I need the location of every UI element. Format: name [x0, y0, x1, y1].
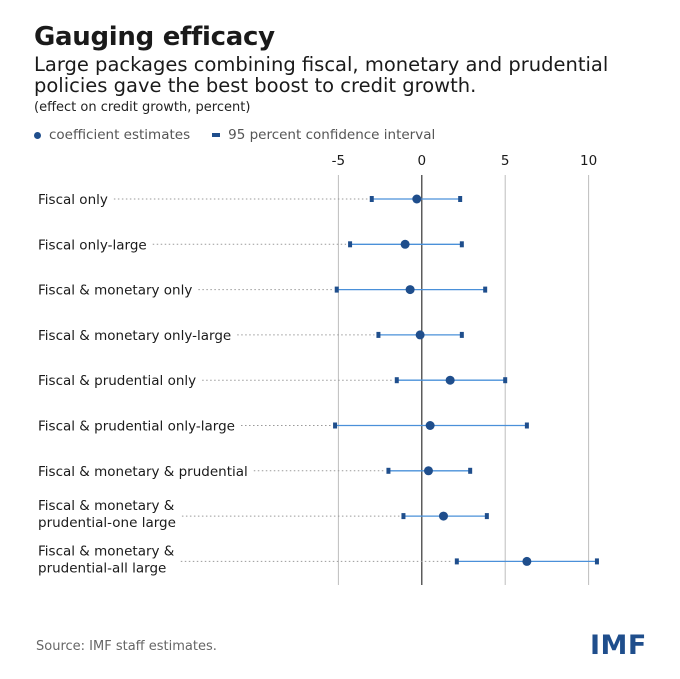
- interval-upper-cap: [503, 377, 508, 384]
- interval-upper-cap: [468, 467, 473, 474]
- category-label: Fiscal & monetary & prudential-all large: [38, 543, 175, 576]
- category-label: Fiscal & monetary only: [38, 283, 192, 299]
- coefficient-point: [438, 511, 448, 521]
- x-tick-label: 10: [580, 153, 597, 169]
- interval-lower-cap: [369, 196, 374, 202]
- interval-upper-cap: [458, 196, 463, 202]
- category-label: Fiscal & monetary & prudential-one large: [38, 498, 176, 531]
- coefficient-point: [412, 194, 422, 204]
- interval-lower-cap: [454, 558, 459, 565]
- interval-lower-cap: [348, 241, 353, 248]
- coefficient-point: [423, 466, 433, 476]
- legend-interval-label: 95 percent confidence interval: [228, 127, 436, 143]
- imf-logo: IMF: [590, 630, 647, 661]
- source-note: Source: IMF staff estimates.: [36, 639, 217, 654]
- x-tick-label: -5: [332, 153, 345, 169]
- unit-label: (effect on credit growth, percent): [34, 100, 251, 115]
- interval-lower-cap: [386, 467, 391, 474]
- legend: coefficient estimates 95 percent confide…: [34, 127, 457, 143]
- chart-subtitle: Large packages combining fiscal, monetar…: [34, 53, 609, 97]
- x-tick-label: 0: [418, 153, 427, 169]
- legend-item-estimates: coefficient estimates: [34, 127, 190, 143]
- interval-lower-cap: [401, 513, 406, 520]
- x-tick-label: 5: [501, 153, 510, 169]
- chart-plot: -5 0 5 10 Fiscal only Fiscal only-large Fiscal…: [38, 153, 599, 585]
- category-label: Fiscal & monetary & prudential: [38, 464, 248, 480]
- legend-dot-icon: [34, 131, 41, 139]
- coefficient-point: [522, 556, 532, 566]
- interval-lower-cap: [334, 286, 339, 293]
- coefficient-point: [445, 375, 455, 385]
- interval-upper-cap: [459, 331, 464, 338]
- category-label: Fiscal & monetary only-large: [38, 328, 231, 344]
- legend-estimates-label: coefficient estimates: [49, 127, 191, 143]
- coefficient-point: [425, 421, 435, 430]
- interval-lower-cap: [333, 422, 338, 429]
- chart-title: Gauging efficacy: [34, 22, 275, 52]
- category-label: Fiscal only: [38, 192, 108, 208]
- interval-upper-cap: [594, 558, 599, 565]
- interval-upper-cap: [483, 286, 488, 293]
- interval-upper-cap: [524, 422, 529, 429]
- category-label: Fiscal & prudential only: [38, 373, 196, 389]
- coefficient-point: [400, 239, 410, 249]
- category-label: Fiscal & prudential only-large: [38, 419, 235, 435]
- legend-item-interval: 95 percent confidence interval: [212, 127, 435, 143]
- interval-upper-cap: [459, 241, 464, 248]
- legend-dash-icon: [212, 133, 221, 137]
- category-label: Fiscal only-large: [38, 237, 147, 253]
- coefficient-point: [415, 330, 425, 340]
- interval-upper-cap: [484, 513, 489, 520]
- interval-lower-cap: [394, 377, 399, 384]
- coefficient-point: [405, 285, 415, 295]
- interval-lower-cap: [376, 331, 381, 338]
